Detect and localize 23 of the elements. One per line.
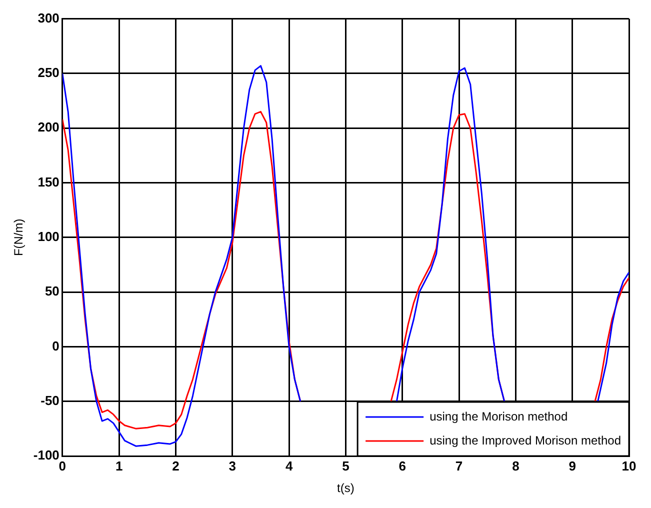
x-tick-label: 6 bbox=[398, 458, 406, 474]
x-tick-label: 1 bbox=[115, 458, 123, 474]
x-tick-label: 2 bbox=[172, 458, 180, 474]
x-tick-label: 9 bbox=[568, 458, 576, 474]
x-tick-label: 5 bbox=[342, 458, 350, 474]
x-axis-title: t(s) bbox=[337, 481, 354, 496]
y-tick-label: 250 bbox=[38, 65, 60, 80]
x-tick-label: 3 bbox=[228, 458, 236, 474]
y-axis-title: F(N/m) bbox=[12, 218, 26, 256]
x-tick-label: 4 bbox=[285, 458, 294, 474]
y-tick-label: 100 bbox=[38, 228, 60, 244]
y-tick-label: 300 bbox=[38, 10, 60, 26]
y-tick-label: 50 bbox=[44, 284, 60, 299]
y-tick-label: -50 bbox=[40, 392, 60, 408]
legend-label: using the Improved Morison method bbox=[430, 433, 622, 448]
y-tick-label: 200 bbox=[38, 120, 60, 135]
x-tick-label: 10 bbox=[622, 458, 636, 474]
y-tick-label: 150 bbox=[38, 174, 60, 190]
y-tick-label: 0 bbox=[52, 338, 60, 354]
x-tick-label: 8 bbox=[512, 458, 520, 474]
legend-label: using the Morison method bbox=[430, 409, 568, 424]
y-tick-label: -100 bbox=[33, 448, 60, 463]
x-tick-label: 7 bbox=[455, 458, 463, 474]
